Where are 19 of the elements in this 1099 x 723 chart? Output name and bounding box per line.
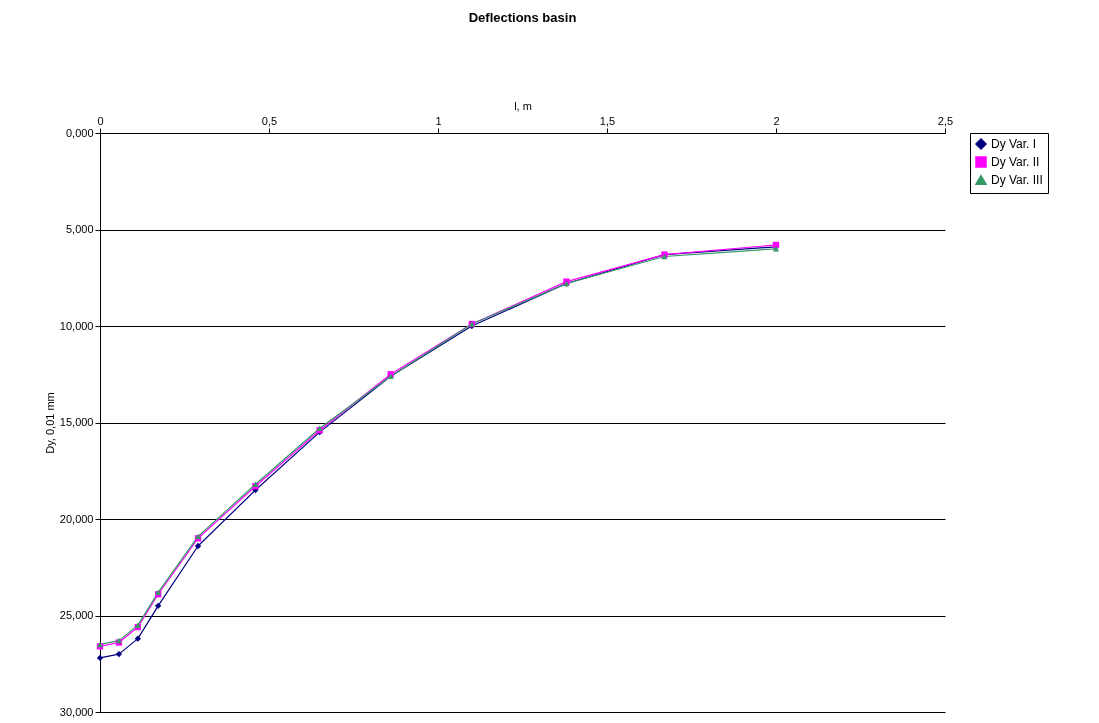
y-tick-label: 15,000 <box>59 416 94 428</box>
legend-label: Dy Var. III <box>991 173 1043 187</box>
x-tick-label: 1 <box>435 114 442 127</box>
y-axis-title: Dy, 0,01 mm <box>43 392 56 454</box>
legend-label: Dy Var. II <box>991 155 1040 169</box>
x-tick-label: 2 <box>773 114 780 127</box>
chart-title: Deflections basin <box>468 10 577 25</box>
y-tick-label: 10,000 <box>59 319 94 332</box>
y-tick-label: 20,000 <box>59 512 94 525</box>
y-tick-label: 30,000 <box>59 705 94 718</box>
x-tick-label: 0 <box>97 114 104 127</box>
x-axis-title: l, m <box>514 99 532 112</box>
legend-label: Dy Var. I <box>991 137 1037 151</box>
y-tick-label: 5,000 <box>65 223 94 235</box>
y-tick-label: 0,000 <box>65 126 94 139</box>
x-tick-label: 2,5 <box>937 114 954 127</box>
x-tick-label: 1,5 <box>599 114 616 127</box>
x-tick-label: 0,5 <box>261 114 278 127</box>
y-tick-label: 25,000 <box>59 609 94 621</box>
